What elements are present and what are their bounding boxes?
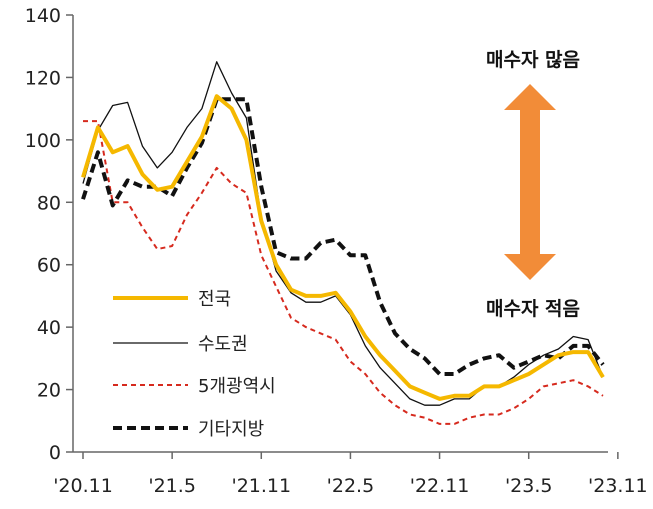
x-axis-ticks: '20.11 '21.5 '21.11 '22.5 '22.11 '23.5 '23.11 xyxy=(53,452,648,497)
series-line-other-regions xyxy=(81,97,605,376)
y-axis-ticks: 0 20 40 60 80 100 120 140 xyxy=(25,5,73,464)
y-tick-label: 140 xyxy=(25,5,61,27)
legend-label-nationwide: 전국 xyxy=(198,289,231,310)
y-tick-label: 60 xyxy=(37,255,61,277)
legend-item-other-regions: 기타지방 xyxy=(113,419,264,440)
y-tick-label: 100 xyxy=(25,130,61,152)
series-layer xyxy=(81,61,605,425)
x-tick-label: '22.5 xyxy=(327,475,375,497)
legend-label-five-metro-cities: 5개광역시 xyxy=(198,376,276,397)
x-tick-label: '23.5 xyxy=(505,475,553,497)
legend-item-nationwide: 전국 xyxy=(113,289,231,310)
legend-item-capital-area: 수도권 xyxy=(113,334,248,355)
x-tick-label: '20.11 xyxy=(53,475,113,497)
series-line-five-metro-cities xyxy=(83,120,604,425)
direction-arrow xyxy=(504,84,556,280)
legend-label-capital-area: 수도권 xyxy=(198,334,248,355)
series-line-nationwide xyxy=(81,94,605,401)
double-arrow-icon xyxy=(504,84,556,280)
legend: 전국 수도권 5개광역시 기타지방 xyxy=(113,289,276,440)
legend-label-other-regions: 기타지방 xyxy=(198,419,264,440)
x-tick-label: '23.11 xyxy=(588,475,648,497)
x-tick-label: '22.11 xyxy=(410,475,470,497)
legend-item-five-metro-cities: 5개광역시 xyxy=(113,376,276,397)
y-tick-label: 0 xyxy=(49,442,61,464)
y-tick-label: 80 xyxy=(37,192,61,214)
y-tick-label: 20 xyxy=(37,380,61,402)
y-tick-label: 40 xyxy=(37,317,61,339)
x-tick-label: '21.11 xyxy=(231,475,291,497)
annotation-many-buyers: 매수자 많음 xyxy=(486,49,580,71)
y-tick-label: 120 xyxy=(25,67,61,89)
annotation-few-buyers: 매수자 적음 xyxy=(486,298,580,320)
x-tick-label: '21.5 xyxy=(148,475,196,497)
